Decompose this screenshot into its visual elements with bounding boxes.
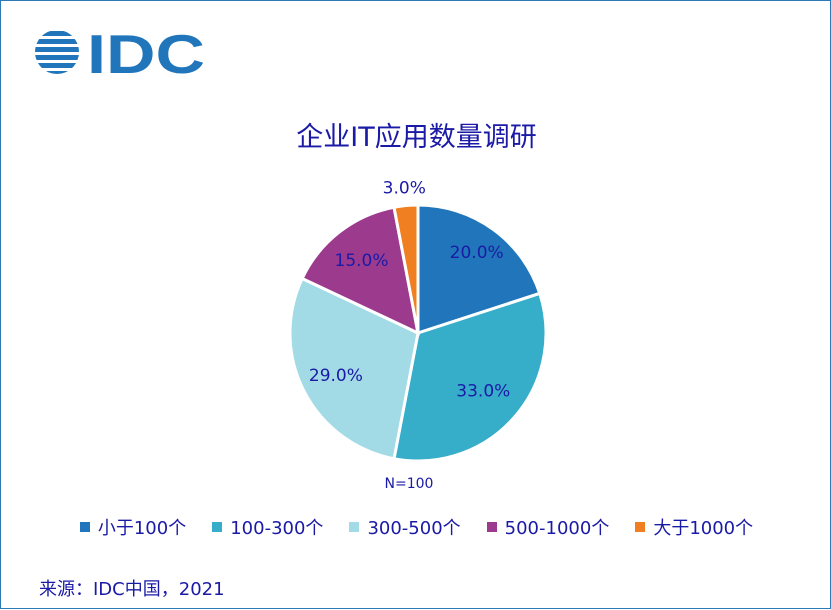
sample-size-note: N=100	[385, 476, 434, 492]
legend-label: 300-500个	[367, 518, 461, 539]
legend-swatch	[212, 522, 223, 532]
legend-item-4: 500-1000个	[486, 514, 610, 540]
source-note: 来源：IDC中国，2021	[39, 579, 225, 600]
legend-swatch	[635, 522, 646, 532]
pie-slice-4	[300, 205, 421, 336]
legend-label: 大于1000个	[653, 518, 754, 539]
slice-data-label-5: 3.0%	[383, 179, 426, 199]
legend-label: 小于100个	[97, 518, 187, 539]
pie-slice-1	[416, 203, 542, 336]
legend-swatch	[79, 522, 90, 532]
pie-slice-2	[392, 291, 548, 463]
logo-text: IDC	[87, 28, 205, 78]
legend: 小于100个 100-300个 300-500个 500-1000个 大于1000个	[1, 514, 831, 540]
pie-labels: 20.0% 33.0% 29.0% 15.0% 3.0%	[309, 179, 510, 402]
pie-slices	[288, 203, 548, 463]
chart-title: 企业IT应用数量调研	[296, 122, 537, 153]
slice-data-label-4: 15.0%	[335, 251, 389, 271]
legend-item-3: 300-500个	[349, 514, 461, 540]
slice-data-label-1: 20.0%	[450, 243, 504, 263]
idc-logo: IDC	[35, 28, 205, 78]
slice-data-label-2: 33.0%	[456, 382, 510, 402]
pie-slice-3	[288, 276, 420, 461]
legend-label: 100-300个	[230, 518, 324, 539]
legend-label: 500-1000个	[504, 518, 610, 539]
legend-item-2: 100-300个	[212, 514, 323, 540]
slice-data-label-3: 29.0%	[309, 366, 363, 386]
legend-item-5: 大于1000个	[635, 514, 753, 540]
legend-swatch	[486, 522, 497, 532]
pie-slice-5	[392, 203, 420, 334]
legend-item-1: 小于100个	[79, 514, 187, 540]
legend-swatch	[349, 522, 360, 532]
